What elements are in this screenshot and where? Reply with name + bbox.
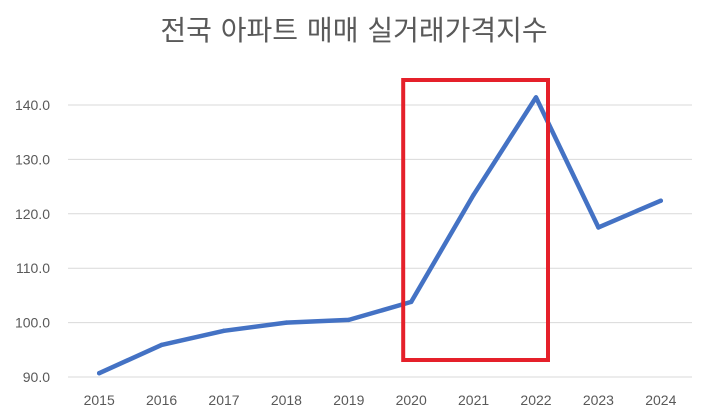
x-axis-ticks: 2015 2016 2017 2018 2019 2020 2021 2022 2023 2024 [84, 392, 677, 408]
x-tick-label: 2019 [333, 392, 364, 408]
highlight-rectangle [401, 78, 551, 362]
x-tick-label: 2016 [146, 392, 177, 408]
data-point [159, 342, 164, 348]
x-tick-label: 2015 [84, 392, 115, 408]
y-tick-label: 120.0 [15, 206, 50, 222]
x-tick-label: 2017 [208, 392, 239, 408]
y-tick-label: 130.0 [15, 151, 50, 167]
y-tick-label: 100.0 [15, 315, 50, 331]
y-axis-ticks: 90.0 100.0 110.0 120.0 130.0 140.0 [15, 97, 50, 385]
highlight-box [401, 78, 551, 362]
x-tick-label: 2021 [458, 392, 489, 408]
x-tick-label: 2022 [520, 392, 551, 408]
x-tick-label: 2020 [396, 392, 427, 408]
gridlines [68, 104, 692, 378]
x-tick-label: 2023 [583, 392, 614, 408]
series-line [96, 95, 664, 376]
y-tick-label: 110.0 [16, 260, 50, 276]
data-point [284, 320, 289, 325]
data-point [596, 225, 601, 230]
data-point [97, 370, 102, 376]
y-tick-label: 140.0 [15, 97, 50, 113]
x-tick-label: 2024 [645, 392, 676, 408]
data-point [533, 95, 539, 100]
data-point [658, 198, 663, 203]
data-point [471, 192, 476, 197]
data-point [346, 317, 351, 323]
x-tick-label: 2018 [271, 392, 302, 408]
chart-title: 전국 아파트 매매 실거래가격지수 [160, 14, 547, 47]
data-point [409, 299, 414, 305]
y-tick-label: 90.0 [23, 369, 50, 385]
series [96, 95, 664, 376]
data-point [221, 328, 227, 333]
